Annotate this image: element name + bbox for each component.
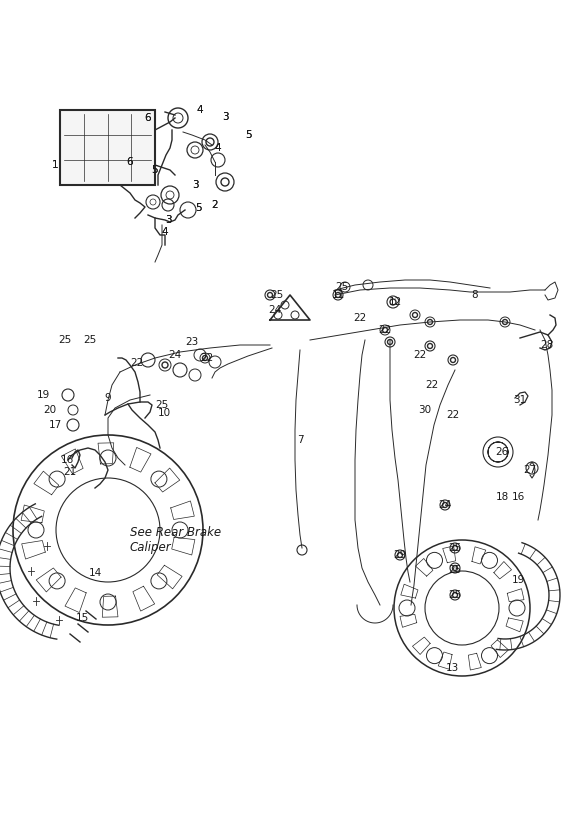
Text: 1: 1 [52,160,58,170]
Text: 5: 5 [245,130,251,140]
Text: 2: 2 [212,200,218,210]
Text: 4: 4 [215,143,222,153]
Text: 11: 11 [331,290,345,300]
Text: 4: 4 [215,143,222,153]
Text: 3: 3 [164,215,171,225]
Text: 4: 4 [161,227,168,237]
Text: 17: 17 [48,420,62,430]
Text: 3: 3 [222,112,229,122]
Text: 2: 2 [212,200,218,210]
Text: 24: 24 [168,350,182,360]
Text: 22: 22 [378,325,392,335]
Text: 5: 5 [152,165,159,175]
Text: 3: 3 [222,112,229,122]
Text: 20: 20 [44,405,57,415]
Text: 5: 5 [195,203,201,213]
Text: 31: 31 [514,395,526,405]
Text: 25: 25 [58,335,72,345]
Text: 16: 16 [511,492,525,502]
Text: See Rear Brake
Caliper: See Rear Brake Caliper [130,526,221,554]
Text: 19: 19 [511,575,525,585]
Text: 3: 3 [192,180,198,190]
Text: 22: 22 [131,358,143,368]
Text: 21: 21 [64,467,76,477]
Text: 25: 25 [271,290,283,300]
FancyBboxPatch shape [60,110,155,185]
Text: 24: 24 [268,305,282,315]
Text: 12: 12 [388,297,402,307]
Text: 22: 22 [353,313,367,323]
Text: 5: 5 [195,203,201,213]
Text: 7: 7 [297,435,303,445]
Text: 22: 22 [447,410,459,420]
Text: 1: 1 [52,160,58,170]
Text: 9: 9 [105,393,111,403]
Text: 26: 26 [496,447,508,457]
Text: 22: 22 [413,350,427,360]
Text: 27: 27 [524,465,536,475]
Text: 16: 16 [61,455,73,465]
Text: 3: 3 [164,215,171,225]
Text: 6: 6 [145,113,152,123]
Text: 28: 28 [540,340,554,350]
Text: 14: 14 [89,568,101,578]
Text: 6: 6 [145,113,152,123]
Text: 25: 25 [448,590,462,600]
Text: 13: 13 [445,663,459,673]
Text: 4: 4 [161,227,168,237]
Text: 29: 29 [394,550,406,560]
Text: 25: 25 [156,400,168,410]
Text: 4: 4 [196,105,203,115]
Text: 22: 22 [201,353,213,363]
Text: 25: 25 [448,543,462,553]
Text: 15: 15 [75,613,89,623]
Text: 3: 3 [192,180,198,190]
Text: 22: 22 [426,380,438,390]
Text: 10: 10 [157,408,171,418]
Text: 23: 23 [185,337,199,347]
Text: 25: 25 [448,565,462,575]
Text: 30: 30 [419,405,431,415]
Text: 5: 5 [152,165,159,175]
Text: 25: 25 [83,335,97,345]
Text: 6: 6 [127,157,134,167]
Text: 19: 19 [36,390,50,400]
Text: 4: 4 [196,105,203,115]
Text: 24: 24 [438,500,452,510]
Text: 25: 25 [335,282,349,292]
Text: 8: 8 [472,290,478,300]
Text: 6: 6 [127,157,134,167]
Text: 18: 18 [496,492,508,502]
Text: 5: 5 [245,130,251,140]
